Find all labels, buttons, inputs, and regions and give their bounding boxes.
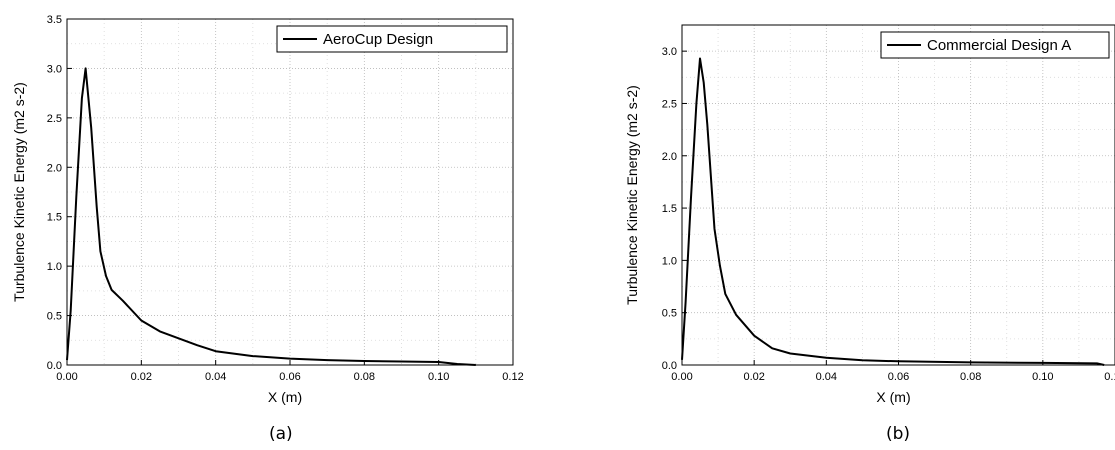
y-axis-title: Turbulence Kinetic Energy (m2 s-2) xyxy=(11,82,27,302)
y-tick-label: 3.0 xyxy=(662,46,677,58)
x-tick-label: 0.04 xyxy=(205,371,226,383)
x-tick-label: 0.10 xyxy=(428,371,449,383)
x-tick-label: 0.06 xyxy=(888,371,909,383)
x-tick-label: 0.12 xyxy=(502,371,523,383)
y-tick-label: 0.0 xyxy=(47,360,62,372)
caption-a: (a) xyxy=(269,424,293,444)
x-tick-label: 0.00 xyxy=(671,371,692,383)
x-tick-label: 0.08 xyxy=(960,371,981,383)
y-tick-label: 1.0 xyxy=(662,255,677,267)
y-tick-label: 2.5 xyxy=(662,98,677,110)
y-tick-label: 2.0 xyxy=(47,162,62,174)
x-tick-label: 0.08 xyxy=(354,371,375,383)
y-tick-label: 2.5 xyxy=(47,113,62,125)
x-tick-label: 0.04 xyxy=(816,371,837,383)
y-tick-label: 0.5 xyxy=(662,308,677,320)
x-tick-label: 0.06 xyxy=(279,371,300,383)
x-tick-label: 0.02 xyxy=(131,371,152,383)
series-line xyxy=(681,57,1105,366)
chart-panel-a: 0.00 0.02 0.04 0.06 0.08 0.10 0.12 0.0 0.5 1.0 1.5… xyxy=(0,0,545,450)
x-tick-label: 0.00 xyxy=(56,371,77,383)
x-axis-title: X (m) xyxy=(268,389,302,405)
x-tick-label: 0.12 xyxy=(1104,371,1115,383)
chart-panel-b: 0.00 0.02 0.04 0.06 0.08 0.10 0.12 0.0 0.5 1.0 1.5… xyxy=(615,0,1115,450)
x-tick-label: 0.10 xyxy=(1032,371,1053,383)
y-tick-label: 3.0 xyxy=(47,63,62,75)
y-tick-label: 0.5 xyxy=(47,311,62,323)
y-tick-label: 1.5 xyxy=(662,203,677,215)
legend-label: AeroCup Design xyxy=(323,31,433,48)
chart-a-svg: 0.00 0.02 0.04 0.06 0.08 0.10 0.12 0.0 0.5 1.0 1.5… xyxy=(11,14,524,405)
chart-b-svg: 0.00 0.02 0.04 0.06 0.08 0.10 0.12 0.0 0.5 1.0 1.5… xyxy=(624,24,1115,405)
legend-label: Commercial Design A xyxy=(927,37,1071,54)
y-axis-title: Turbulence Kinetic Energy (m2 s-2) xyxy=(624,85,640,305)
y-tick-label: 1.0 xyxy=(47,261,62,273)
y-tick-label: 3.5 xyxy=(47,14,62,26)
caption-b: (b) xyxy=(886,424,911,444)
y-tick-label: 0.0 xyxy=(662,360,677,372)
y-tick-label: 2.0 xyxy=(662,151,677,163)
y-tick-label: 1.5 xyxy=(47,212,62,224)
series-line xyxy=(66,67,476,366)
x-axis-title: X (m) xyxy=(876,389,910,405)
x-tick-label: 0.02 xyxy=(743,371,764,383)
